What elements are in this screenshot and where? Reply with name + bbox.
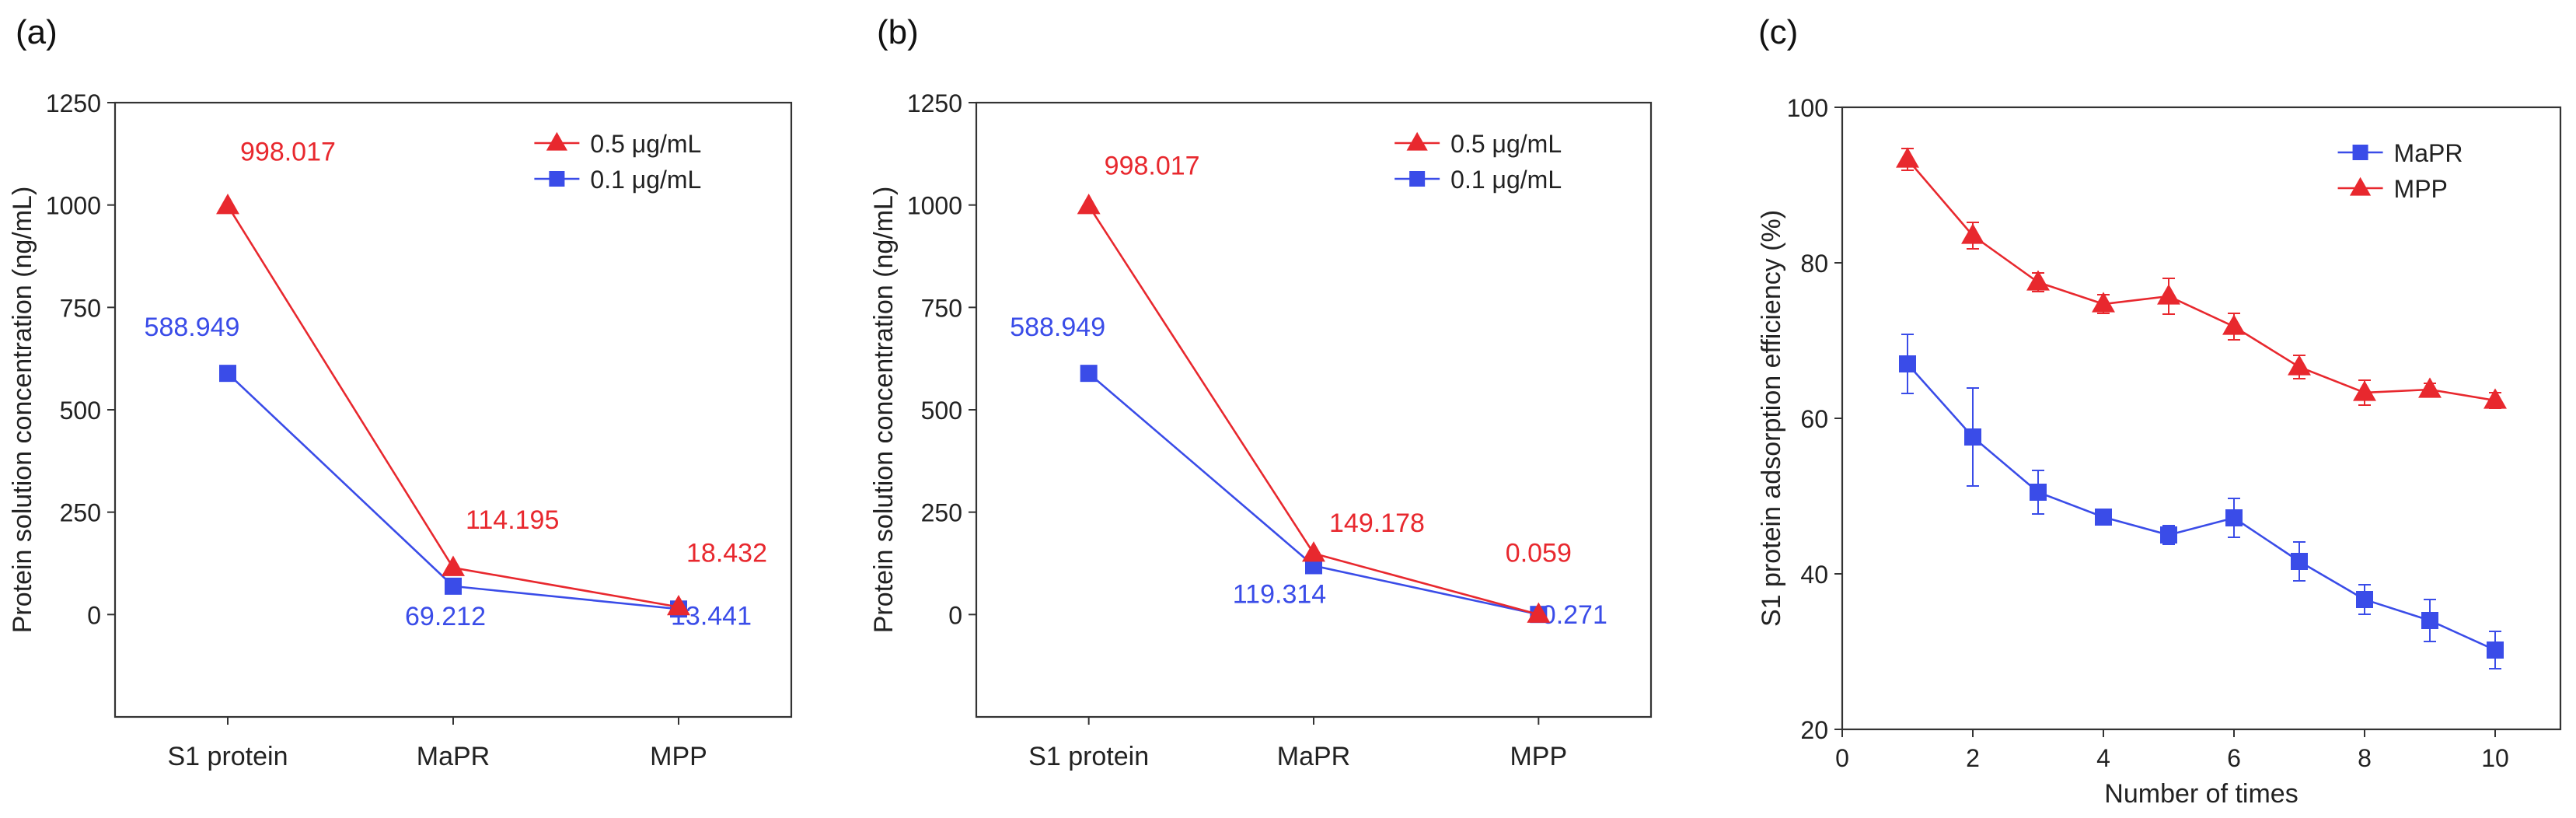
y-axis-label: Protein solution concentration (ng/mL) [869,187,899,634]
y-tick-label: 0 [948,601,962,629]
x-category-label: S1 protein [1028,742,1149,771]
x-tick-label: 2 [1966,744,1980,772]
x-tick-label: 4 [2096,744,2110,772]
data-point-marker [2418,377,2442,398]
legend-marker [546,131,567,151]
x-category-label: MaPR [417,742,490,771]
y-tick-label: 250 [921,499,962,527]
x-category-label: MPP [1510,742,1567,771]
data-point-marker [2030,484,2047,501]
y-tick-label: 20 [1800,716,1828,744]
data-value-label: 18.432 [686,539,767,568]
legend-marker [549,171,565,187]
data-value-label: 588.949 [1010,313,1105,342]
panel-label: (c) [1758,13,1798,51]
data-point-marker [2288,355,2311,376]
y-tick-label: 40 [1800,561,1828,589]
panel-label: (a) [16,13,58,51]
legend-label: 0.1 μg/mL [1450,166,1562,194]
x-tick-label: 10 [2481,744,2509,772]
data-value-label: 998.017 [1105,152,1200,181]
data-point-marker [1077,194,1101,215]
y-tick-label: 1250 [46,89,101,117]
y-tick-label: 1000 [46,192,101,220]
data-point-marker [1961,223,1984,244]
legend-marker [1409,171,1426,187]
data-point-marker [1964,428,1981,446]
legend-label: 0.1 μg/mL [590,166,701,194]
y-tick-label: 1250 [907,89,962,117]
data-value-label: 114.195 [466,505,559,535]
legend-marker [2349,177,2372,196]
data-point-marker [2160,526,2177,544]
data-point-marker [2421,612,2438,629]
x-category-label: MPP [650,742,707,771]
data-point-marker [2356,591,2373,608]
data-point-marker [667,594,690,616]
legend-label: MPP [2394,175,2448,203]
x-tick-label: 0 [1835,744,1849,772]
x-category-label: S1 protein [168,742,288,771]
data-point-marker [2092,292,2115,313]
y-tick-label: 100 [1787,94,1828,122]
y-tick-label: 750 [60,294,101,322]
legend-marker [1406,131,1428,151]
panel-b: (b) 0 250 500 750 1000 1250 S1 protein MaPR MPP Pr… [869,13,1653,771]
series-line-blue [1907,363,2496,652]
data-point-marker [2353,380,2376,401]
x-tick-label: 6 [2227,744,2241,772]
y-tick-label: 250 [60,499,101,527]
panel-a: (a) 0 250 500 750 1000 1250 S1 protein MaPR MPP Pr… [8,13,793,771]
y-tick-label: 1000 [907,192,962,220]
data-point-marker [2225,509,2243,526]
data-point-marker [1527,602,1551,623]
y-axis-label: S1 protein adsorption efficiency (%) [1757,210,1786,627]
data-value-label: 588.949 [145,313,240,342]
data-point-marker [216,194,239,215]
legend-label: MaPR [2394,139,2463,167]
x-category-label: MaPR [1277,742,1350,771]
data-value-label: 0.271 [1541,600,1607,630]
data-point-marker [2026,270,2050,291]
legend-marker [2352,145,2368,160]
y-tick-label: 500 [921,397,962,425]
data-point-marker [2484,388,2507,409]
y-tick-label: 60 [1800,405,1828,433]
data-point-marker [1080,365,1098,383]
data-point-marker [2095,509,2112,526]
data-point-marker [2487,641,2504,659]
data-value-label: 119.314 [1233,579,1326,609]
data-point-marker [2291,553,2308,570]
data-value-label: 0.059 [1506,538,1572,568]
x-tick-label: 8 [2358,744,2372,772]
data-point-marker [1896,147,1919,168]
data-point-marker [1899,355,1916,372]
panel-label: (b) [877,13,919,51]
legend-label: 0.5 μg/mL [1450,130,1562,158]
data-point-marker [2222,314,2246,335]
x-axis-label: Number of times [2104,779,2298,809]
y-tick-label: 500 [60,397,101,425]
data-point-marker [442,555,465,576]
legend-label: 0.5 μg/mL [590,130,701,158]
data-point-marker [445,577,462,595]
series-line-red [226,205,679,608]
panel-c: (c) 20 40 60 80 100 0 2 4 6 8 10 Number of times S1 p… [1757,13,2562,809]
y-tick-label: 750 [921,294,962,322]
plot-frame [1841,106,2562,731]
data-value-label: 69.212 [405,602,486,631]
data-point-marker [219,365,236,383]
y-tick-label: 80 [1800,250,1828,278]
series-line-blue [1087,372,1539,616]
data-point-marker [1302,541,1325,562]
series-line-red [1907,159,2496,402]
data-point-marker [2157,284,2180,305]
y-tick-label: 0 [87,601,101,629]
y-axis-label: Protein solution concentration (ng/mL) [8,187,37,634]
data-value-label: 149.178 [1329,509,1425,538]
data-value-label: 998.017 [240,138,336,167]
